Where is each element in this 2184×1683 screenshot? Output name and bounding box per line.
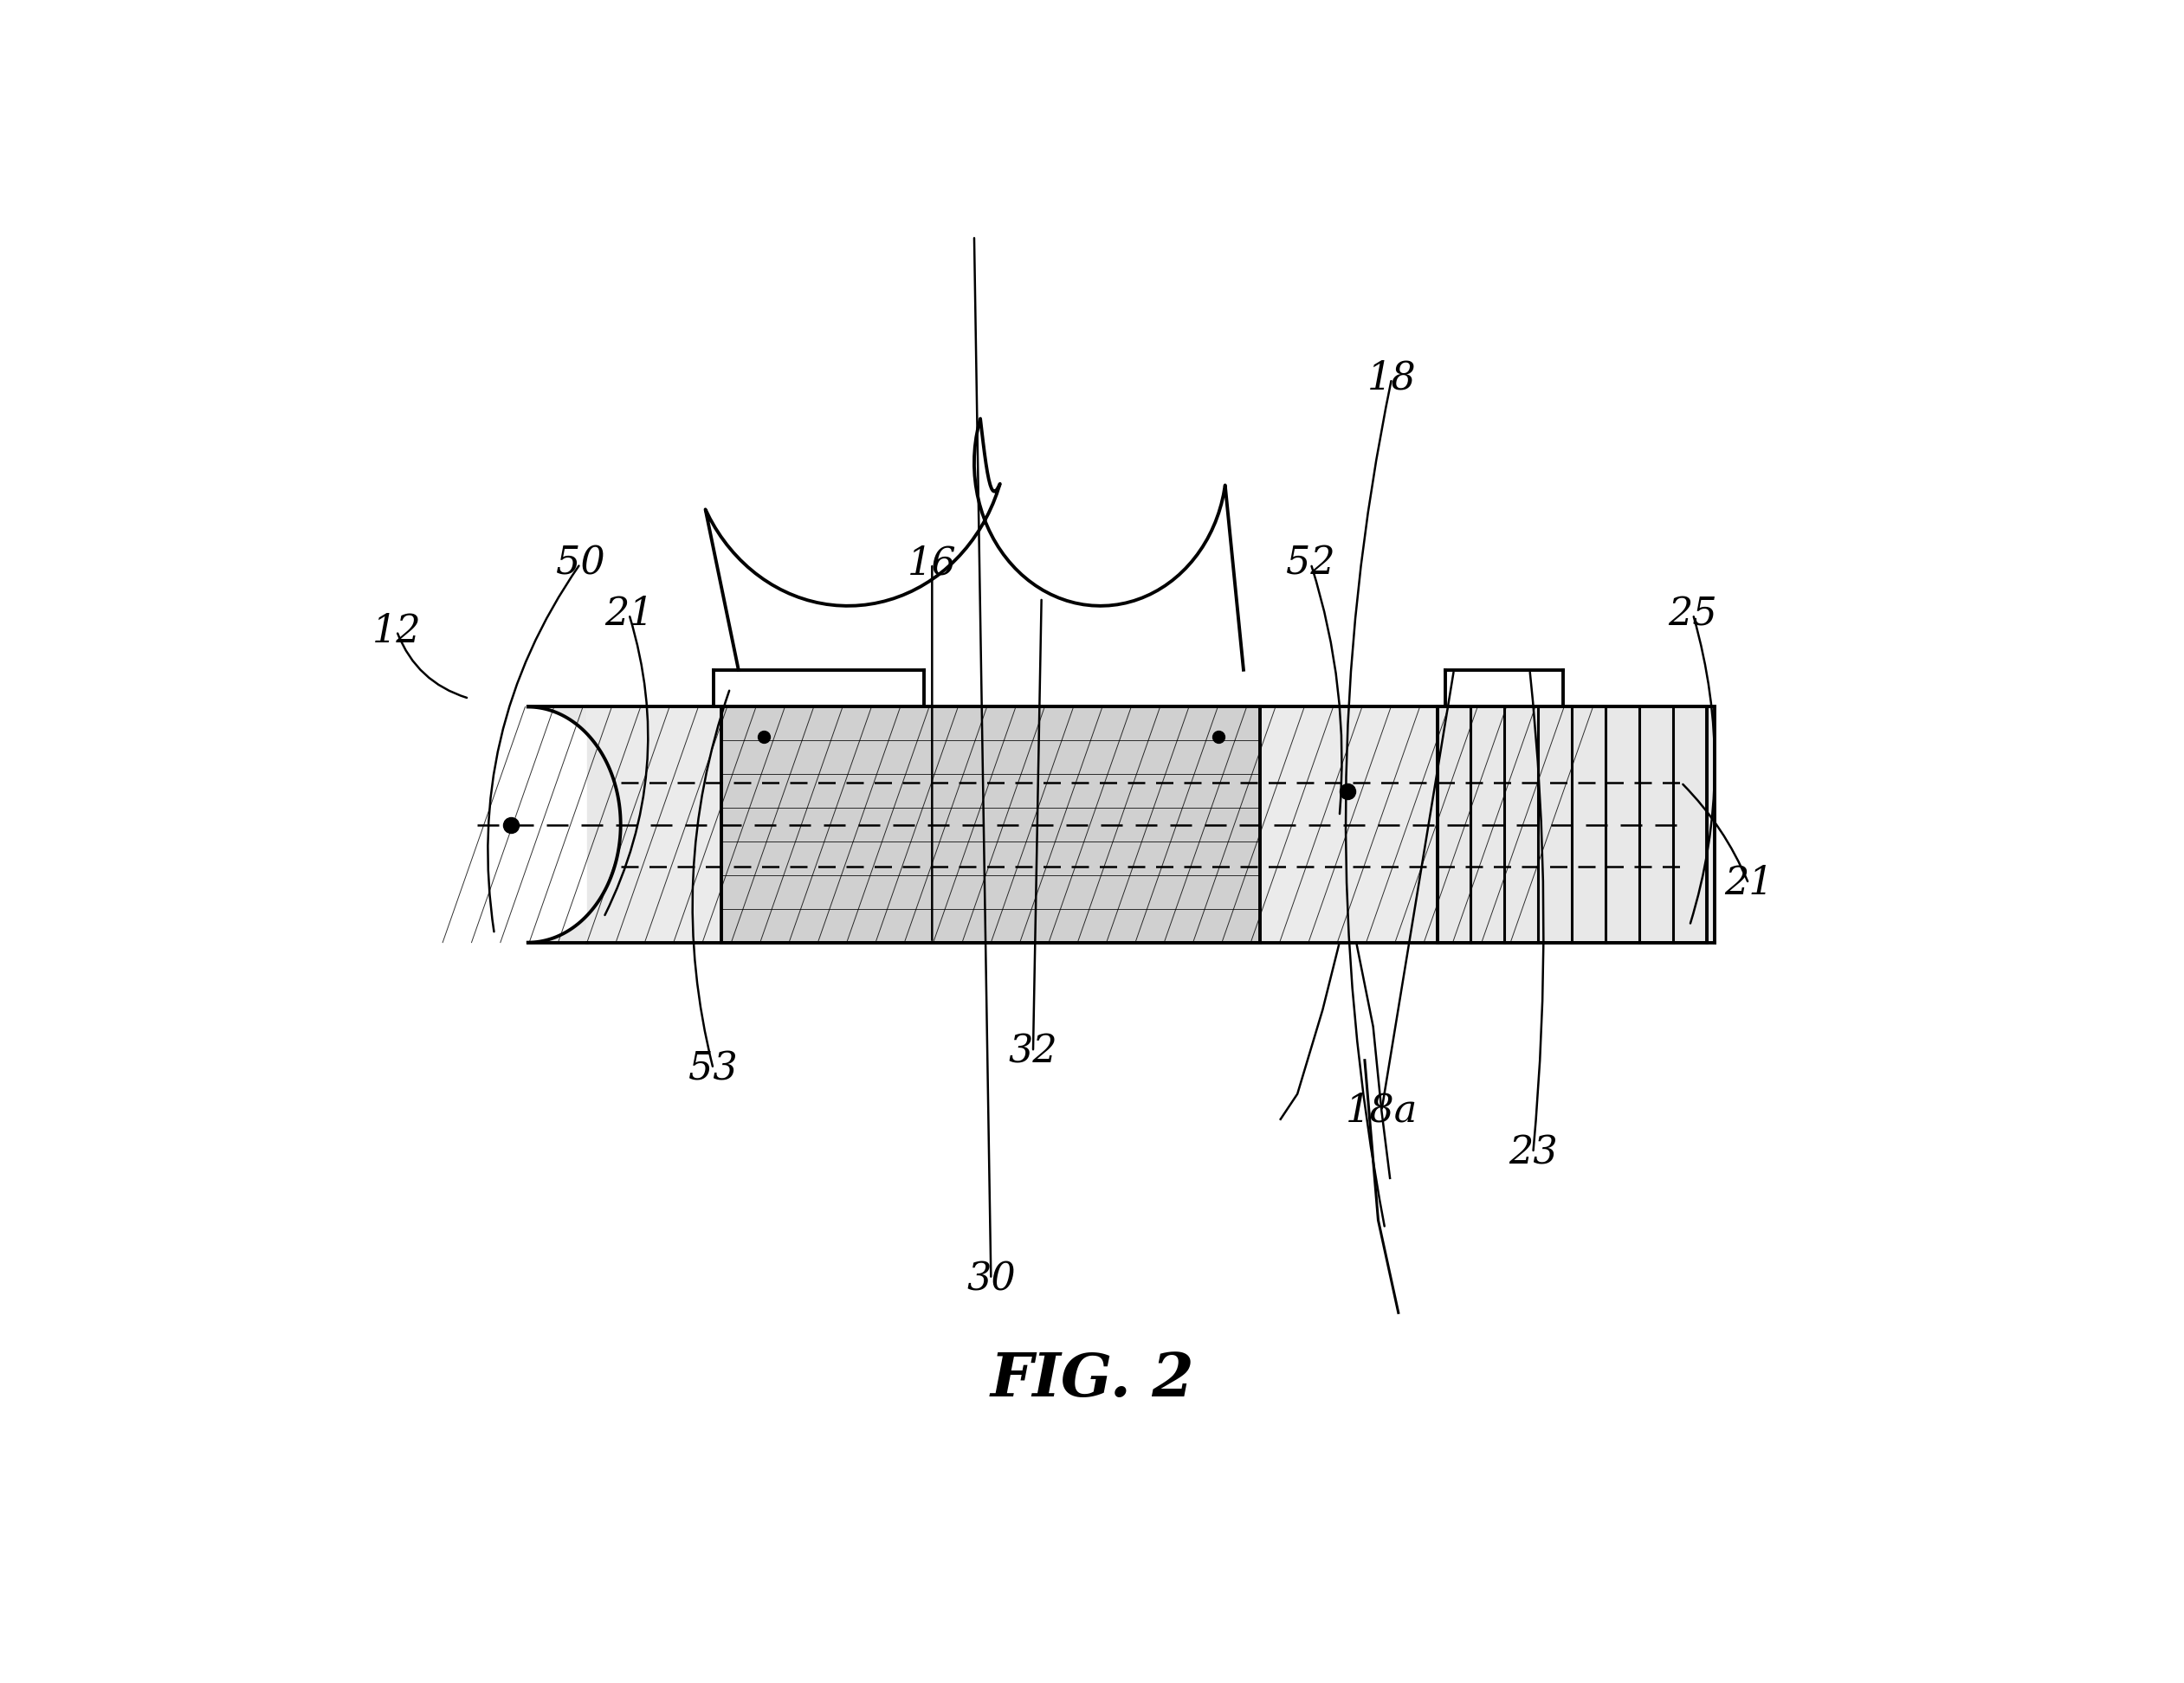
- Bar: [721, 707, 1260, 942]
- Text: 25: 25: [1669, 596, 1717, 633]
- Text: 23: 23: [1509, 1134, 1557, 1171]
- Text: 52: 52: [1286, 545, 1334, 582]
- Text: 30: 30: [965, 1261, 1016, 1298]
- Text: 12: 12: [371, 613, 422, 650]
- Text: 21: 21: [605, 596, 653, 633]
- Polygon shape: [529, 707, 620, 942]
- Text: 32: 32: [1009, 1033, 1057, 1070]
- Text: FIG. 2: FIG. 2: [989, 1351, 1195, 1409]
- Text: 50: 50: [555, 545, 605, 582]
- Bar: [587, 707, 1714, 942]
- Bar: [1437, 707, 1706, 942]
- Text: 18: 18: [1367, 360, 1415, 397]
- Text: 18a: 18a: [1345, 1092, 1417, 1129]
- Text: 53: 53: [688, 1050, 738, 1087]
- Text: 21: 21: [1723, 865, 1773, 902]
- Bar: [721, 707, 1260, 942]
- Text: 16: 16: [909, 545, 957, 582]
- Bar: [1437, 707, 1706, 942]
